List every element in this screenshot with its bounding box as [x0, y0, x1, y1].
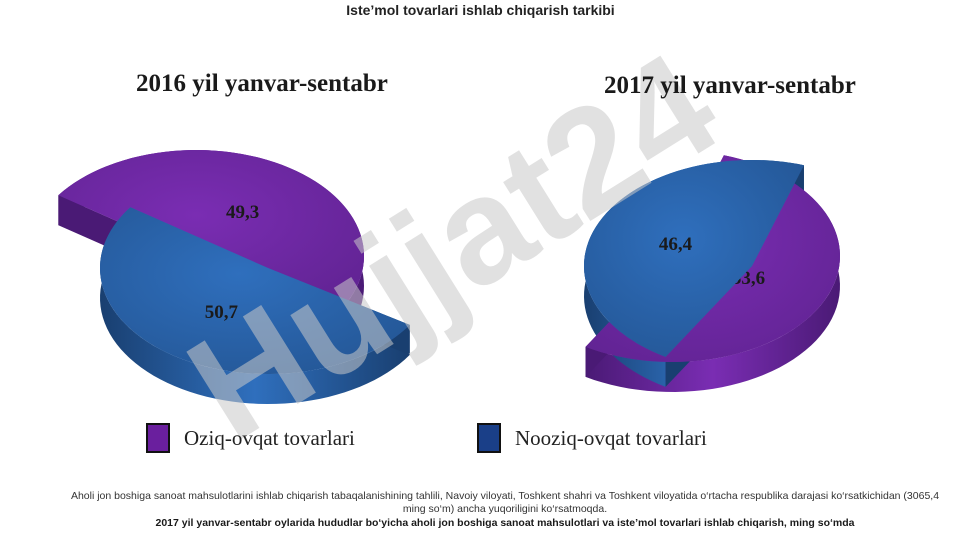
page-title: Iste’mol tovarlari ishlab chiqarish tark…: [346, 2, 615, 18]
legend-item-food: Oziq-ovqat tovarlari: [146, 423, 355, 453]
caption-text: 2017 yil yanvar-sentabr oylarida hududla…: [155, 517, 855, 529]
legend-swatch-nonfood: [477, 423, 501, 453]
pie-0-slice-1-shade: [100, 207, 410, 374]
pie-1-slice-0-wall: [585, 155, 840, 392]
legend-label-nonfood: Nooziq-ovqat tovarlari: [515, 425, 707, 450]
legend-item-nonfood: Nooziq-ovqat tovarlari: [477, 423, 707, 453]
legend-swatch-food: [146, 423, 170, 453]
pie-0-slice-0-shade: [58, 149, 365, 313]
pie-1-slice-1-shade: [583, 159, 804, 357]
legend-label-food: Oziq-ovqat tovarlari: [184, 425, 355, 450]
pie-chart-2017: 53,646,4: [583, 155, 840, 392]
pie-1-data-label-1: 46,4: [659, 234, 693, 255]
note-text: Aholi jon boshiga sanoat mahsulotlarini …: [70, 490, 940, 515]
chart-title-2017: 2017 yil yanvar-sentabr: [604, 72, 856, 99]
pie-0-data-label-0: 49,3: [226, 202, 259, 223]
pie-0-data-label-1: 50,7: [205, 302, 239, 323]
pie-chart-2016: 49,3 50,7: [58, 149, 410, 404]
chart-title-2016: 2016 yil yanvar-sentabr: [136, 70, 388, 97]
